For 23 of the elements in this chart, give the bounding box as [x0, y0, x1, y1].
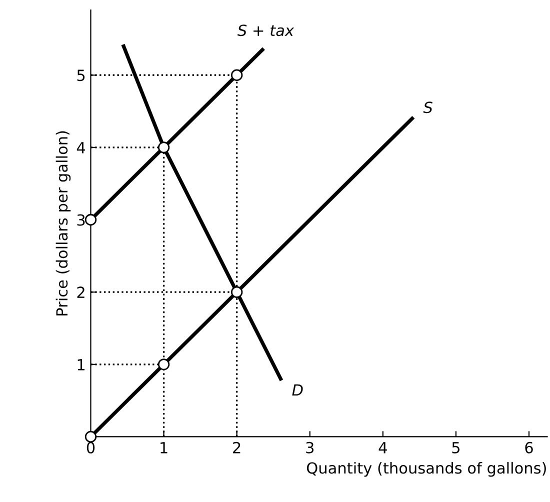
point	[158, 358, 170, 370]
point	[230, 286, 243, 298]
y-tick-label: 3	[77, 214, 85, 226]
x-tick-label: 1	[160, 442, 168, 454]
series-label: D	[292, 384, 303, 396]
x-tick-label: 3	[306, 442, 314, 454]
x-tick-label: 0	[86, 442, 95, 454]
point	[230, 69, 243, 81]
x-tick-label: 4	[378, 442, 387, 454]
y-tick-label: 5	[77, 70, 85, 82]
x-tick-label: 6	[525, 442, 533, 454]
y-tick-label: 2	[77, 286, 84, 298]
series-label: S	[423, 102, 432, 114]
point	[84, 214, 97, 226]
x-tick-label: 5	[452, 442, 460, 454]
point	[158, 142, 170, 154]
series-label: S + tax	[237, 24, 294, 36]
y-axis-title: Price (dollars per gallon)	[56, 131, 71, 316]
point	[84, 430, 97, 443]
y-tick-label: 4	[76, 142, 86, 154]
y-tick-label: 1	[78, 359, 84, 370]
x-tick-label: 2	[233, 442, 240, 454]
x-axis-title: Quantity (thousands of gallons)	[306, 462, 546, 477]
